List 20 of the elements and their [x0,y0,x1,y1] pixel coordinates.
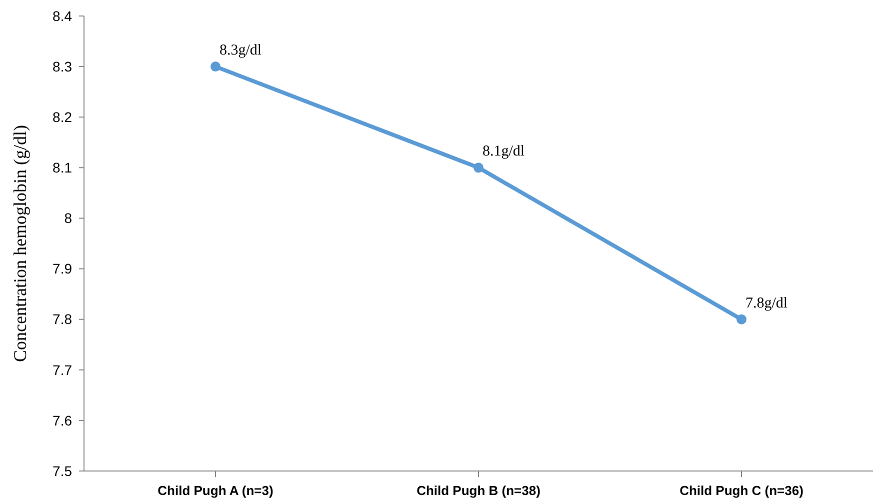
y-tick-label: 8 [64,210,72,226]
y-tick-label: 8.1 [52,160,72,176]
y-tick-label: 7.6 [52,412,72,428]
data-label: 8.3g/dl [220,42,262,59]
y-tick-label: 7.7 [52,362,72,378]
data-label: 8.1g/dl [482,144,525,160]
y-tick-label: 8.4 [52,8,72,24]
x-tick-label: Child Pugh B (n=38) [416,483,540,498]
data-label: 7.8g/dl [746,295,788,312]
y-tick-label: 8.3 [52,58,72,74]
y-tick-label: 7.8 [52,311,72,328]
point [210,62,220,72]
y-tick-label: 7.9 [52,260,72,277]
point [736,314,746,324]
y-axis-title: Concentration hemoglobin (g/dl) [10,125,30,362]
point [474,162,484,173]
y-tick-label: 8.2 [52,109,72,126]
x-tick-label: Child Pugh C (n=36) [680,483,804,498]
x-tick-label: Child Pugh A (n=3) [158,483,274,498]
y-tick-label: 7.5 [52,462,72,479]
